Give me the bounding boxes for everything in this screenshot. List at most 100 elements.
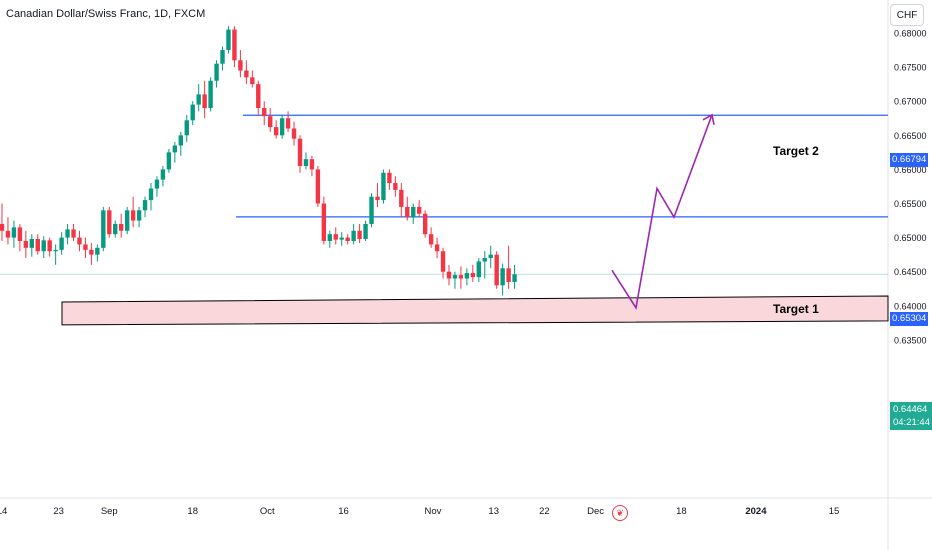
x-tick-label: 2024 [745, 506, 767, 517]
candle-body [291, 128, 297, 139]
candle-body [375, 196, 380, 201]
target2-price-label: 0.66794 [890, 153, 929, 167]
projection-arrowhead [702, 113, 715, 125]
candle-body [35, 238, 40, 252]
candle-body [285, 118, 291, 129]
candle-body [196, 94, 201, 105]
support-zone [61, 295, 889, 326]
candle-body [41, 240, 46, 252]
x-tick-label: 14 [0, 506, 7, 517]
candle-body [184, 120, 189, 136]
candle-body [297, 138, 303, 166]
candle-body [327, 234, 332, 242]
candle-body [172, 145, 178, 153]
candle-body [452, 275, 458, 279]
target2-label: Target 2 [773, 144, 819, 158]
candle-body [71, 229, 76, 238]
candle-body [142, 200, 148, 211]
y-tick-label: 0.65500 [894, 199, 927, 209]
candle-body [17, 227, 23, 242]
candle-body [11, 227, 17, 238]
current-price-value: 0.64464 [893, 404, 928, 415]
candle-body [506, 268, 511, 282]
candle-body [77, 237, 82, 245]
y-tick-label: 0.66000 [894, 165, 927, 175]
candle-body [339, 237, 344, 240]
candle-body [393, 183, 398, 190]
candle-body [268, 116, 273, 128]
candle-body [208, 80, 213, 109]
candle-body [321, 203, 327, 242]
candle-body [130, 210, 136, 221]
candle-body [89, 249, 94, 255]
candle-body [417, 206, 422, 214]
y-tick-label: 0.63500 [894, 335, 927, 345]
candle-body [220, 50, 225, 64]
candle-body [387, 172, 392, 184]
candle-body [154, 179, 160, 189]
currency-button[interactable]: CHF [890, 4, 924, 26]
y-tick-label: 0.67500 [894, 63, 927, 73]
candle-body [166, 152, 172, 170]
candle-body [422, 213, 428, 235]
candle-body [232, 29, 237, 61]
candle-body [47, 240, 52, 252]
candle-body [381, 172, 386, 201]
x-tick-label: 22 [539, 506, 550, 517]
candle-body [309, 159, 315, 170]
candle-body [333, 234, 338, 240]
candle-body [273, 127, 279, 136]
x-tick-label: 15 [829, 506, 840, 517]
candle-body [262, 108, 267, 117]
candle-body [83, 244, 88, 250]
y-tick-label: 0.65000 [894, 233, 927, 243]
candle-body [482, 258, 487, 262]
x-tick-label: 18 [676, 506, 687, 517]
candle-body [476, 261, 481, 278]
candle-body [434, 244, 440, 252]
candle-body [315, 169, 321, 204]
x-tick-label: 18 [187, 506, 198, 517]
candle-body [428, 234, 434, 245]
candle-body [405, 206, 410, 218]
y-tick-label: 0.64000 [894, 301, 927, 311]
candle-body [5, 230, 11, 238]
candle-body [101, 210, 106, 248]
x-tick-label: 13 [488, 506, 499, 517]
candle-body [446, 271, 452, 279]
candle-body [464, 273, 470, 279]
candle-body [363, 223, 368, 239]
candle-body [488, 254, 493, 259]
candle-body [124, 210, 130, 231]
candle-body [119, 223, 124, 231]
x-tick-label: 23 [53, 506, 64, 517]
candle-body [256, 84, 261, 109]
y-tick-label: 0.66500 [894, 131, 927, 141]
candle-body [214, 63, 219, 81]
canada-flag-icon[interactable]: ❦ [612, 505, 628, 521]
candle-body [470, 273, 476, 278]
x-tick-label: Oct [260, 506, 275, 517]
candle-body [226, 29, 231, 51]
symbol-title: Canadian Dollar/Swiss Franc, 1D, FXCM [6, 8, 206, 20]
candle-body [53, 249, 58, 252]
candle-body [95, 247, 100, 255]
candle-body [399, 189, 404, 207]
y-tick-label: 0.67000 [894, 97, 927, 107]
x-tick-label: 16 [338, 506, 349, 517]
candle-body [512, 274, 517, 282]
candle-body [351, 230, 356, 242]
candle-body [113, 223, 118, 235]
candle-body [107, 210, 112, 235]
current-price-label: 0.64464 04:21:44 [890, 402, 932, 430]
candle-body [458, 275, 464, 279]
candle-body [369, 196, 374, 224]
candle-body [65, 229, 70, 238]
candle-body [178, 135, 183, 146]
x-tick-label: Sep [101, 506, 118, 517]
x-tick-label: Nov [424, 506, 441, 517]
candle-body [0, 223, 5, 231]
candle-body [23, 241, 29, 248]
candle-body [357, 230, 362, 239]
